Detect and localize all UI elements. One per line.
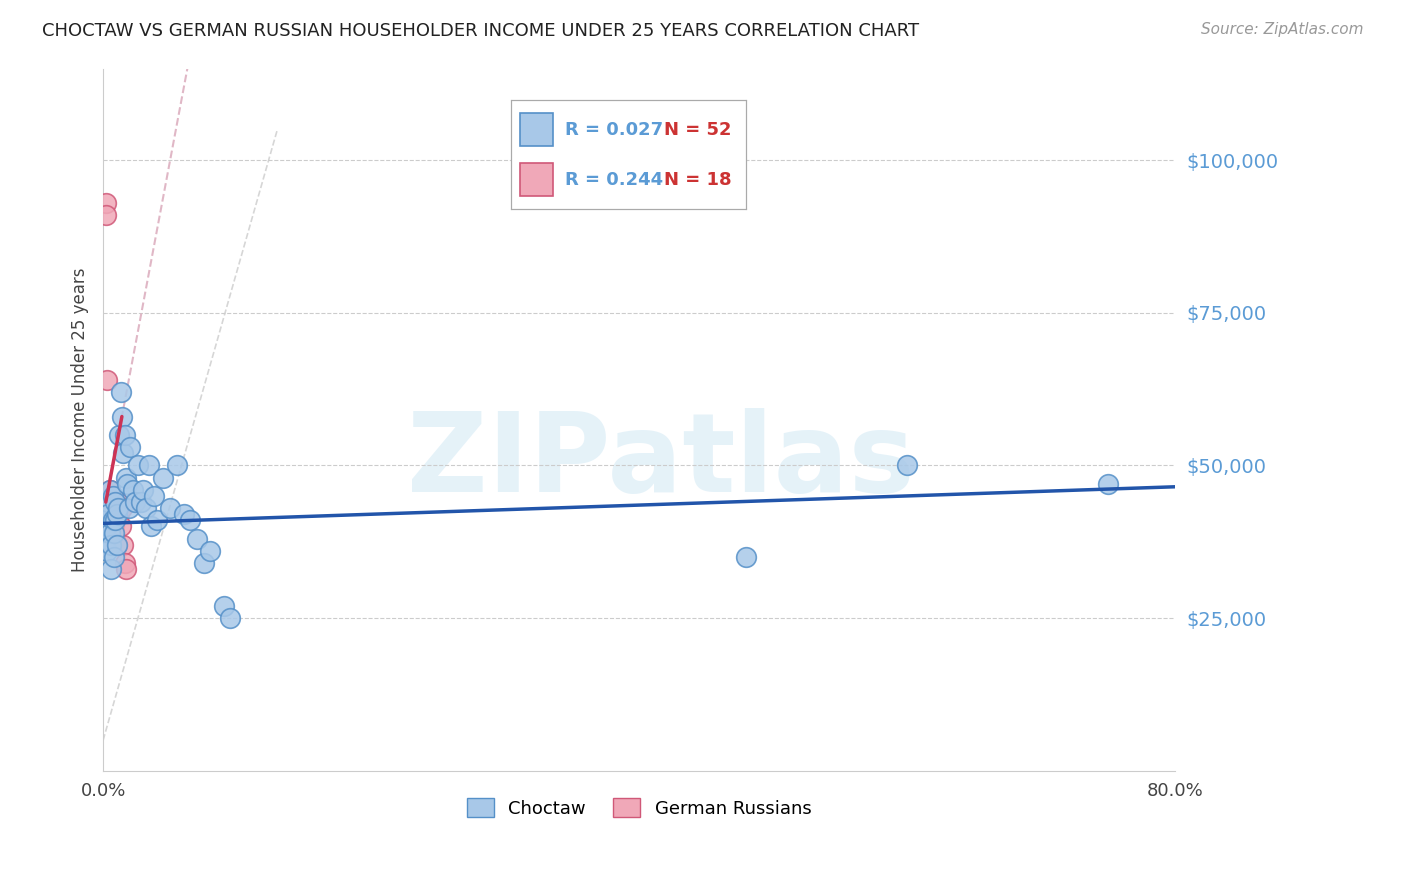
Choctaw [115, 470, 138, 484]
Choctaw [186, 532, 208, 546]
German Russians [107, 495, 129, 509]
Choctaw [104, 495, 127, 509]
Choctaw [212, 599, 235, 613]
Choctaw [145, 513, 167, 527]
Choctaw [179, 513, 201, 527]
Choctaw [96, 501, 118, 516]
Choctaw [100, 538, 122, 552]
Choctaw [98, 483, 121, 497]
Choctaw [104, 513, 127, 527]
Choctaw [97, 508, 120, 522]
German Russians [100, 495, 122, 509]
Choctaw [117, 501, 139, 516]
Choctaw [143, 489, 166, 503]
German Russians [98, 501, 121, 516]
Choctaw [193, 556, 215, 570]
Choctaw [101, 489, 124, 503]
German Russians [96, 373, 118, 387]
Choctaw [94, 513, 117, 527]
German Russians [112, 538, 135, 552]
Choctaw [132, 483, 155, 497]
Choctaw [735, 549, 758, 564]
Choctaw [105, 538, 128, 552]
Choctaw [103, 549, 125, 564]
German Russians [94, 195, 117, 210]
Choctaw [112, 446, 135, 460]
Choctaw [141, 519, 163, 533]
Choctaw [1097, 476, 1119, 491]
German Russians [103, 519, 125, 533]
German Russians [114, 556, 136, 570]
German Russians [101, 513, 124, 527]
Choctaw [103, 525, 125, 540]
Choctaw [129, 495, 152, 509]
Text: Source: ZipAtlas.com: Source: ZipAtlas.com [1201, 22, 1364, 37]
Choctaw [896, 458, 918, 473]
Choctaw [118, 440, 141, 454]
Choctaw [111, 409, 134, 424]
Y-axis label: Householder Income Under 25 years: Householder Income Under 25 years [72, 268, 89, 572]
Choctaw [96, 519, 118, 533]
German Russians [115, 562, 138, 576]
Legend: Choctaw, German Russians: Choctaw, German Russians [460, 791, 818, 825]
Choctaw [152, 470, 174, 484]
Choctaw [97, 495, 120, 509]
Choctaw [200, 544, 222, 558]
Choctaw [219, 611, 242, 625]
German Russians [108, 508, 131, 522]
Choctaw [114, 428, 136, 442]
Text: CHOCTAW VS GERMAN RUSSIAN HOUSEHOLDER INCOME UNDER 25 YEARS CORRELATION CHART: CHOCTAW VS GERMAN RUSSIAN HOUSEHOLDER IN… [42, 22, 920, 40]
Choctaw [138, 458, 160, 473]
Choctaw [94, 532, 117, 546]
Text: ZIPatlas: ZIPatlas [406, 409, 914, 516]
German Russians [97, 501, 120, 516]
Choctaw [124, 495, 146, 509]
Choctaw [173, 508, 195, 522]
Choctaw [105, 508, 128, 522]
Choctaw [107, 501, 129, 516]
Choctaw [166, 458, 188, 473]
Choctaw [100, 562, 122, 576]
Choctaw [121, 483, 143, 497]
German Russians [94, 208, 117, 222]
Choctaw [101, 513, 124, 527]
German Russians [98, 483, 121, 497]
German Russians [110, 519, 132, 533]
Choctaw [127, 458, 149, 473]
Choctaw [110, 385, 132, 400]
Choctaw [98, 525, 121, 540]
German Russians [105, 538, 128, 552]
Choctaw [159, 501, 181, 516]
German Russians [111, 501, 134, 516]
Choctaw [135, 501, 157, 516]
Choctaw [96, 544, 118, 558]
Choctaw [108, 428, 131, 442]
German Russians [104, 532, 127, 546]
Choctaw [117, 476, 139, 491]
